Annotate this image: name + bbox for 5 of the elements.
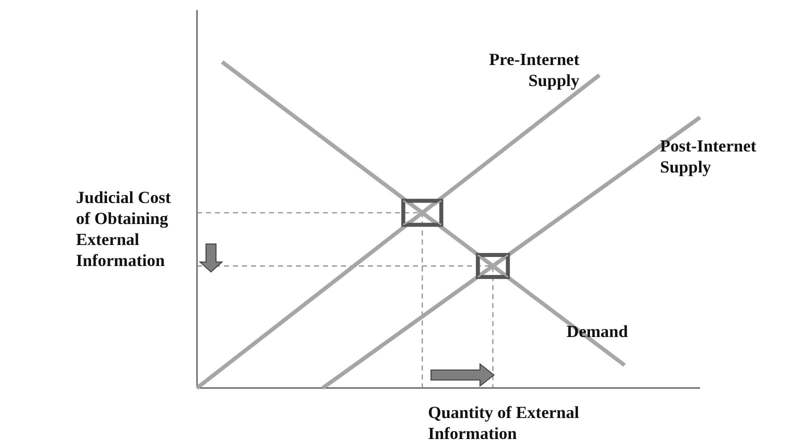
series-label: Demand: [566, 322, 628, 342]
x-axis-title: Quantity of External Information: [428, 403, 580, 443]
y-axis-title: Judicial Cost of Obtaining External Information: [76, 188, 172, 270]
series-label: Post-Internet Supply: [660, 136, 757, 176]
series-label: Pre-Internet Supply: [489, 50, 580, 90]
